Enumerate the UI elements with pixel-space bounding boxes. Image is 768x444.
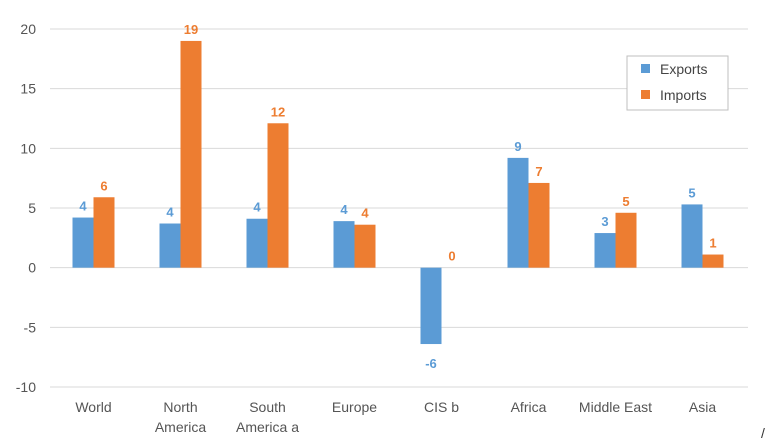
bar-imports <box>93 197 115 268</box>
y-tick-label: -5 <box>24 319 37 335</box>
legend-box <box>626 55 729 111</box>
bar-imports <box>180 40 202 268</box>
data-label-exports: 4 <box>79 199 87 214</box>
corner-mark: / <box>761 425 765 441</box>
y-tick-label: 20 <box>20 21 36 37</box>
bar-exports <box>420 267 442 345</box>
bar-exports <box>507 157 529 268</box>
data-label-imports: 1 <box>709 236 716 251</box>
legend: Exports Imports <box>626 55 729 111</box>
x-category-label: Middle East <box>579 399 652 415</box>
bar-exports <box>681 204 703 268</box>
x-category-label: Africa <box>511 399 547 415</box>
y-tick-label: 0 <box>28 260 36 276</box>
data-label-exports: 4 <box>166 205 174 220</box>
data-label-imports: 6 <box>100 178 107 193</box>
y-tick-label: 15 <box>20 81 36 97</box>
data-label-exports: -6 <box>425 356 437 371</box>
y-axis-tick-labels: -10 -5 0 5 10 15 20 <box>16 21 36 395</box>
x-category-label: South America a <box>236 399 299 435</box>
legend-swatch-exports <box>641 64 650 73</box>
x-category-label: North America <box>155 399 207 435</box>
x-category-label: CIS b <box>424 399 459 415</box>
bar-imports <box>702 254 724 268</box>
y-tick-label: -10 <box>16 379 36 395</box>
x-category-label: Europe <box>332 399 377 415</box>
data-label-imports: 19 <box>184 22 198 37</box>
y-tick-label: 10 <box>20 140 36 156</box>
bars <box>72 40 724 345</box>
legend-label-exports: Exports <box>660 61 707 77</box>
bar-imports <box>354 224 376 268</box>
data-label-exports: 4 <box>340 202 348 217</box>
data-label-exports: 4 <box>253 200 261 215</box>
bar-imports <box>528 182 550 268</box>
data-label-exports: 5 <box>688 185 695 200</box>
x-category-label: Asia <box>689 399 716 415</box>
bar-imports <box>267 123 289 268</box>
y-tick-label: 5 <box>28 200 36 216</box>
bar-exports <box>333 221 355 268</box>
bar-exports <box>594 233 616 268</box>
data-label-imports: 4 <box>361 206 369 221</box>
x-axis-category-labels: World North America South America a Europe CIS… <box>75 399 716 435</box>
legend-swatch-imports <box>641 90 650 99</box>
data-label-exports: 9 <box>514 139 521 154</box>
data-label-imports: 7 <box>535 164 542 179</box>
x-category-label: World <box>75 399 111 415</box>
data-label-imports: 5 <box>622 194 629 209</box>
bar-exports <box>246 218 268 268</box>
bar-exports <box>72 217 94 268</box>
data-label-imports: 12 <box>271 104 285 119</box>
data-label-exports: 3 <box>601 214 608 229</box>
legend-label-imports: Imports <box>660 87 707 103</box>
bar-exports <box>159 223 181 268</box>
bar-imports <box>615 212 637 268</box>
data-label-imports: 0 <box>448 249 455 264</box>
